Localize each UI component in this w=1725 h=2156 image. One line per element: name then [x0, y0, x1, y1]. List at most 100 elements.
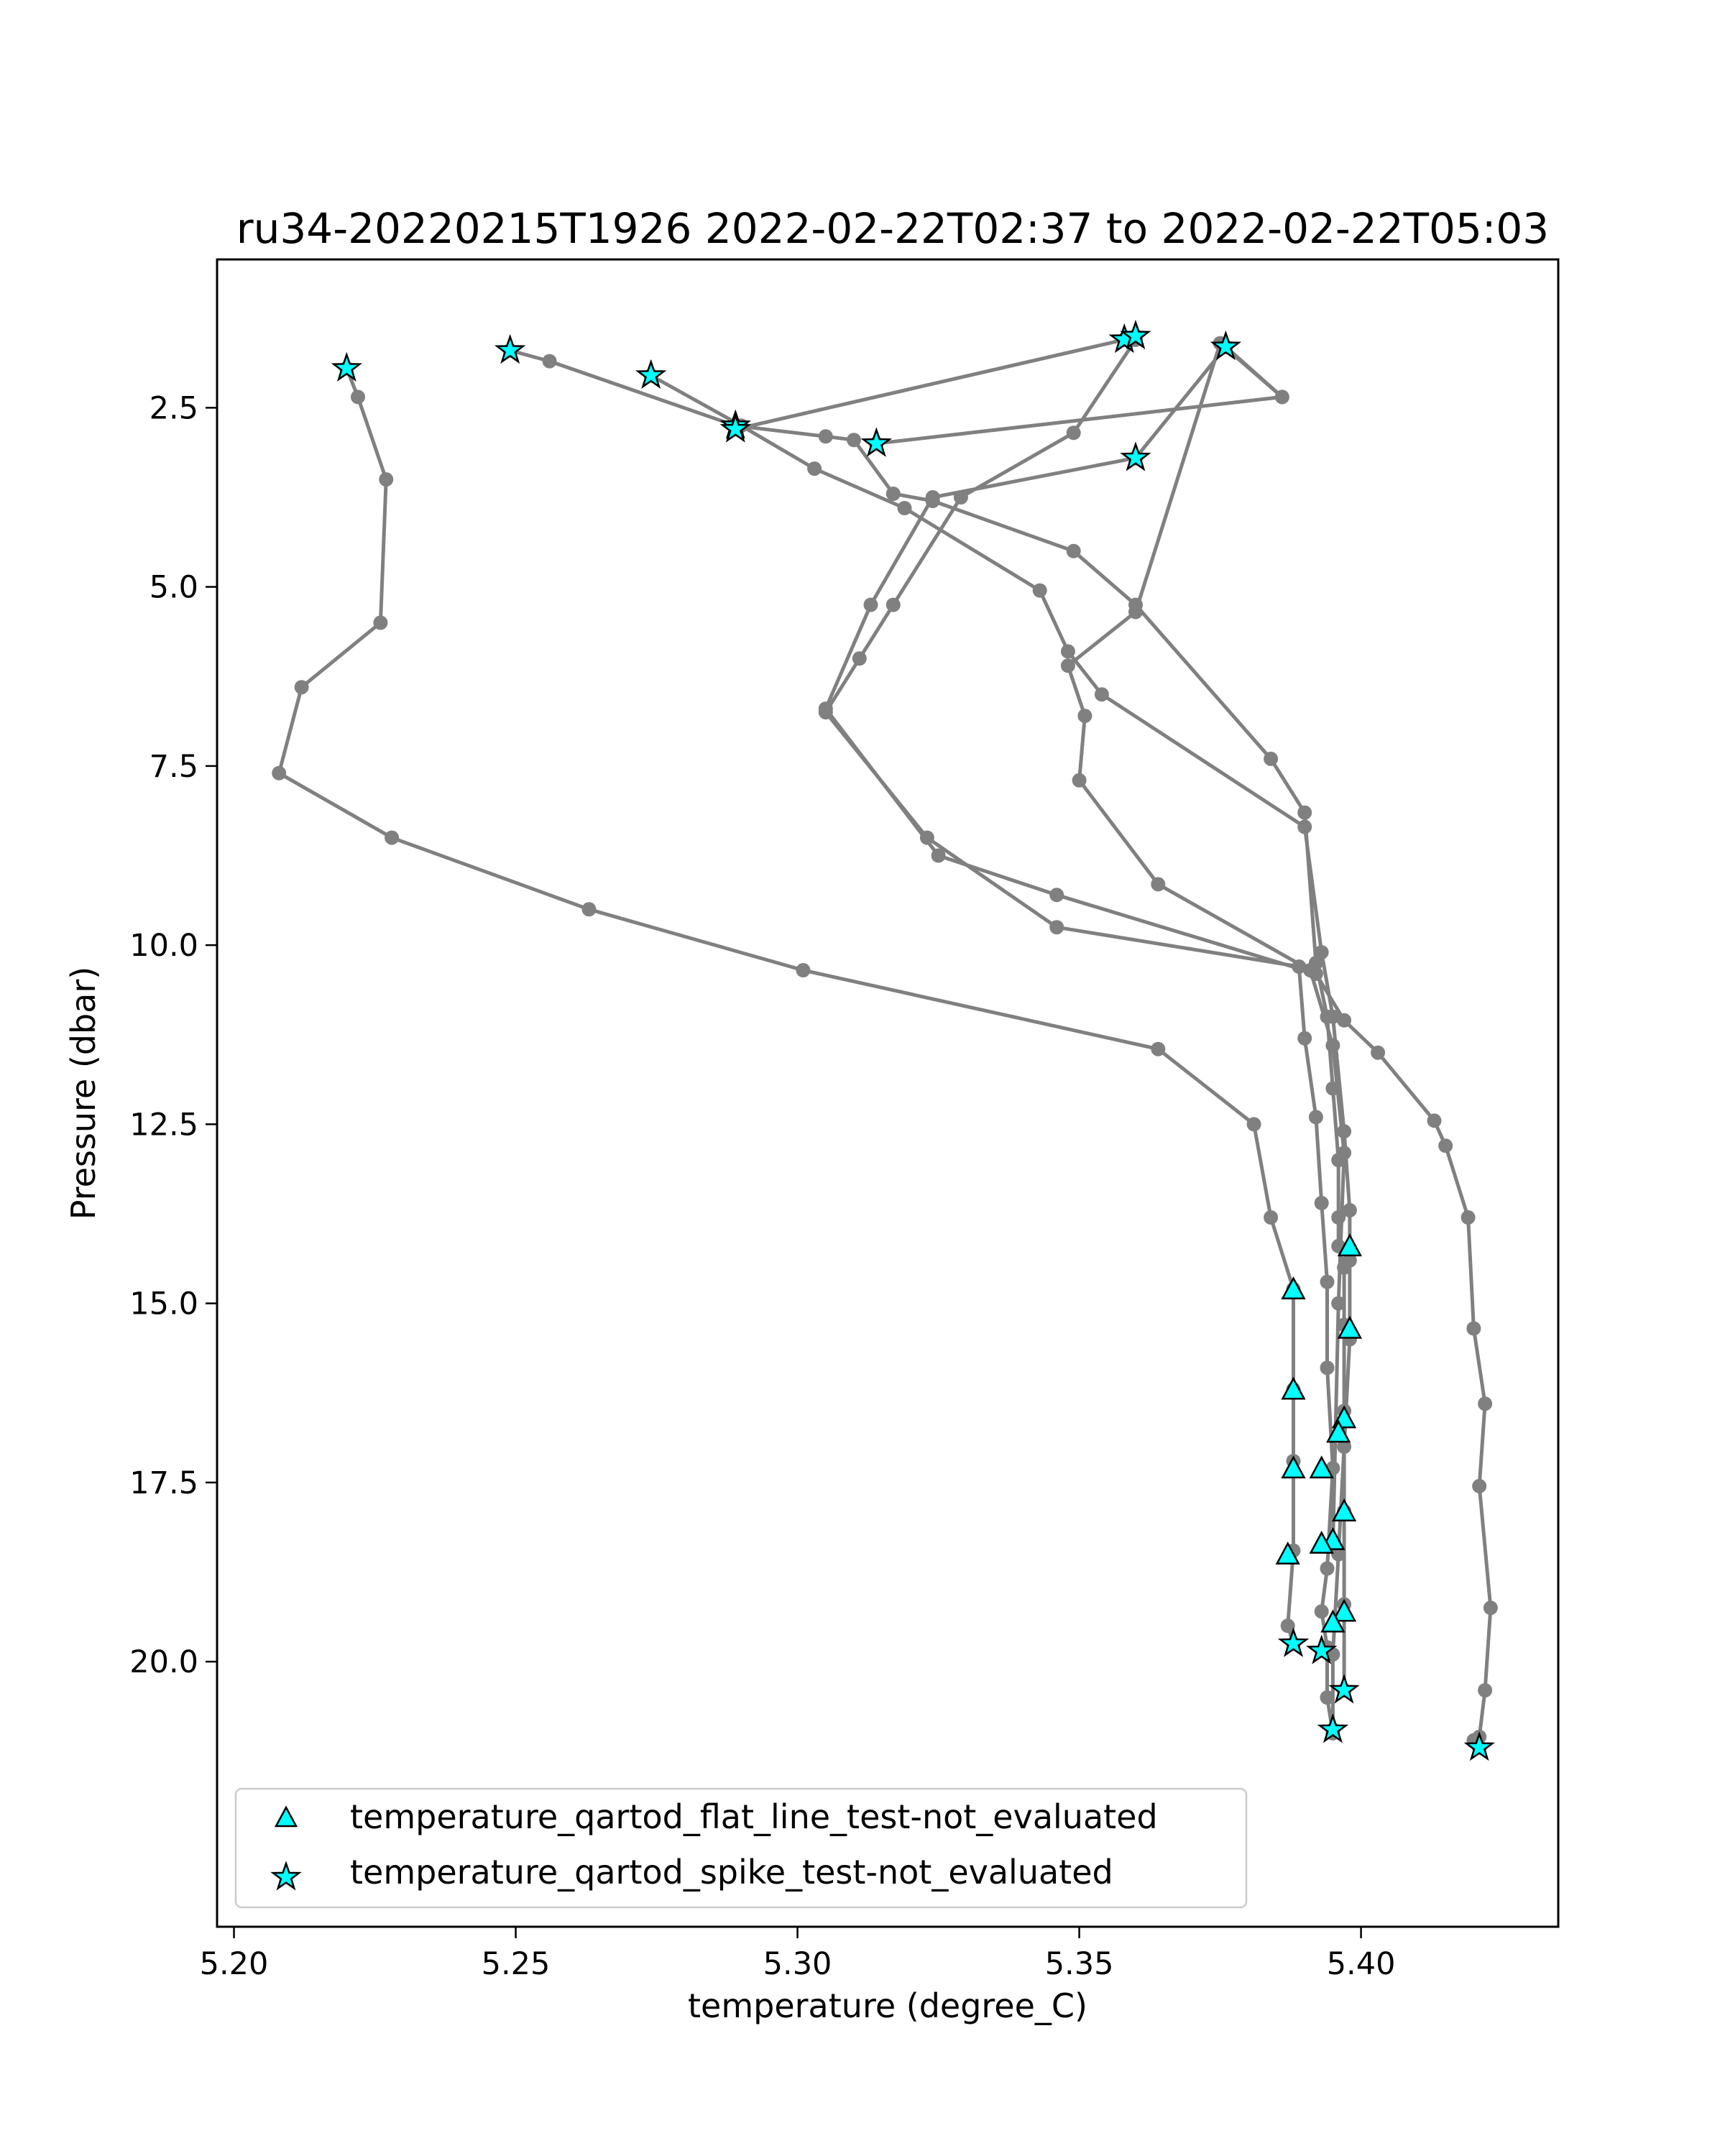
profile-point [863, 597, 878, 612]
legend: temperature_qartod_flat_line_test-not_ev… [234, 1787, 1248, 1909]
profile-point [1337, 1146, 1352, 1161]
profile-point [852, 651, 867, 666]
profile-line-1 [277, 367, 1295, 1644]
legend-label-flat-line: temperature_qartod_flat_line_test-not_ev… [350, 1797, 1158, 1836]
profile-point [1314, 945, 1329, 960]
profile-point [1478, 1396, 1493, 1411]
profile-point [847, 433, 861, 448]
chart-title: ru34-20220215T1926 2022-02-22T02:37 to 2… [236, 204, 1549, 253]
spike-marker [1317, 1713, 1349, 1743]
x-tick-label: 5.25 [482, 1946, 551, 1982]
profile-point [807, 461, 822, 476]
profile-point [581, 902, 597, 917]
x-tick-label: 5.20 [200, 1946, 269, 1982]
profile-point [1460, 1210, 1476, 1225]
profile-point [1066, 425, 1081, 441]
profile-point [1308, 967, 1323, 981]
flat-line-marker [1309, 1530, 1334, 1554]
profile-point [1337, 1013, 1352, 1028]
profile-point [1438, 1138, 1453, 1153]
profile-point [1320, 1690, 1335, 1705]
y-tick-label: 20.0 [129, 1644, 198, 1680]
profile-point [542, 354, 557, 369]
profile-point [379, 472, 394, 487]
profile-point [1320, 1360, 1335, 1376]
spike-marker [1120, 441, 1151, 471]
profile-point [1320, 1274, 1335, 1289]
profile-point [1264, 1210, 1279, 1225]
spike-marker [1277, 1627, 1310, 1657]
profile-point [1337, 1439, 1352, 1454]
flat-line-marker [1332, 1498, 1357, 1521]
flat-line-marker [1309, 1455, 1334, 1479]
profile-line-7 [1066, 341, 1346, 1547]
spike-marker [635, 359, 667, 389]
profile-line-5 [876, 345, 1284, 459]
flat-line-marker [1281, 1276, 1306, 1299]
profile-line-3 [650, 374, 1352, 1730]
flat-line-marker [1281, 1376, 1306, 1400]
profile-point [1472, 1478, 1487, 1493]
flat-line-marker [1332, 1598, 1357, 1622]
profile-point [897, 501, 912, 515]
flat-line-marker [1275, 1541, 1300, 1565]
profile-point [1478, 1683, 1493, 1697]
profile-line-8 [824, 456, 1493, 1749]
legend-label-spike: temperature_qartod_spike_test-not_evalua… [350, 1853, 1113, 1892]
profile-point [1280, 1618, 1295, 1634]
profile-point [1077, 709, 1092, 724]
profile-point [931, 848, 946, 863]
spike-marker [331, 351, 363, 382]
profile-point [294, 680, 309, 695]
profile-point [1060, 658, 1075, 673]
profile-point [1427, 1113, 1442, 1128]
profile-point [925, 490, 940, 505]
profile-point [1246, 1117, 1261, 1132]
spike-marker [1463, 1731, 1495, 1761]
spike-marker [1328, 1674, 1360, 1704]
profile-point [1094, 687, 1109, 702]
profiles-layer [272, 328, 1498, 1755]
flat-line-marker [1337, 1315, 1362, 1339]
markers-layer [331, 319, 1495, 1761]
y-tick-label: 12.5 [129, 1107, 198, 1143]
plot-frame [216, 258, 1560, 1928]
profile-point [1342, 1253, 1357, 1268]
profile-point [1072, 773, 1087, 788]
profile-point [818, 701, 833, 717]
profile-line-6 [824, 338, 1335, 1734]
x-tick-label: 5.35 [1045, 1946, 1114, 1982]
profile-point [1320, 1561, 1335, 1576]
profile-point [1342, 1203, 1357, 1217]
profile-point [886, 487, 901, 501]
spike-marker [1210, 330, 1242, 361]
profile-line-4 [735, 334, 1136, 431]
legend-triangle-marker [274, 1805, 298, 1828]
y-tick-label: 2.5 [150, 390, 198, 426]
flat-line-marker [1281, 1455, 1306, 1479]
y-axis-label: Pressure (dbar) [64, 967, 103, 1220]
profile-point [373, 615, 388, 630]
profile-point [1274, 390, 1289, 405]
y-tick-label: 17.5 [129, 1465, 198, 1501]
profile-point [1325, 1038, 1340, 1053]
profile-point [1066, 543, 1081, 558]
legend-star-marker [270, 1861, 302, 1891]
profile-point [1264, 751, 1279, 766]
profile-point [385, 830, 400, 845]
y-tick-label: 7.5 [150, 749, 198, 785]
profile-point [1297, 1031, 1312, 1046]
profile-point [272, 765, 287, 780]
y-tick-label: 5.0 [150, 570, 198, 606]
x-tick-label: 5.40 [1327, 1946, 1396, 1982]
x-axis-label: temperature (degree_C) [688, 1986, 1087, 2025]
profile-point [1325, 1009, 1340, 1024]
x-tick-label: 5.30 [763, 1946, 832, 1982]
y-tick-label: 15.0 [129, 1286, 198, 1322]
flat-line-marker [1320, 1609, 1346, 1633]
profile-point [1060, 644, 1075, 659]
profile-point [1151, 877, 1166, 892]
profile-point [1308, 1110, 1323, 1125]
profile-point [351, 390, 365, 405]
